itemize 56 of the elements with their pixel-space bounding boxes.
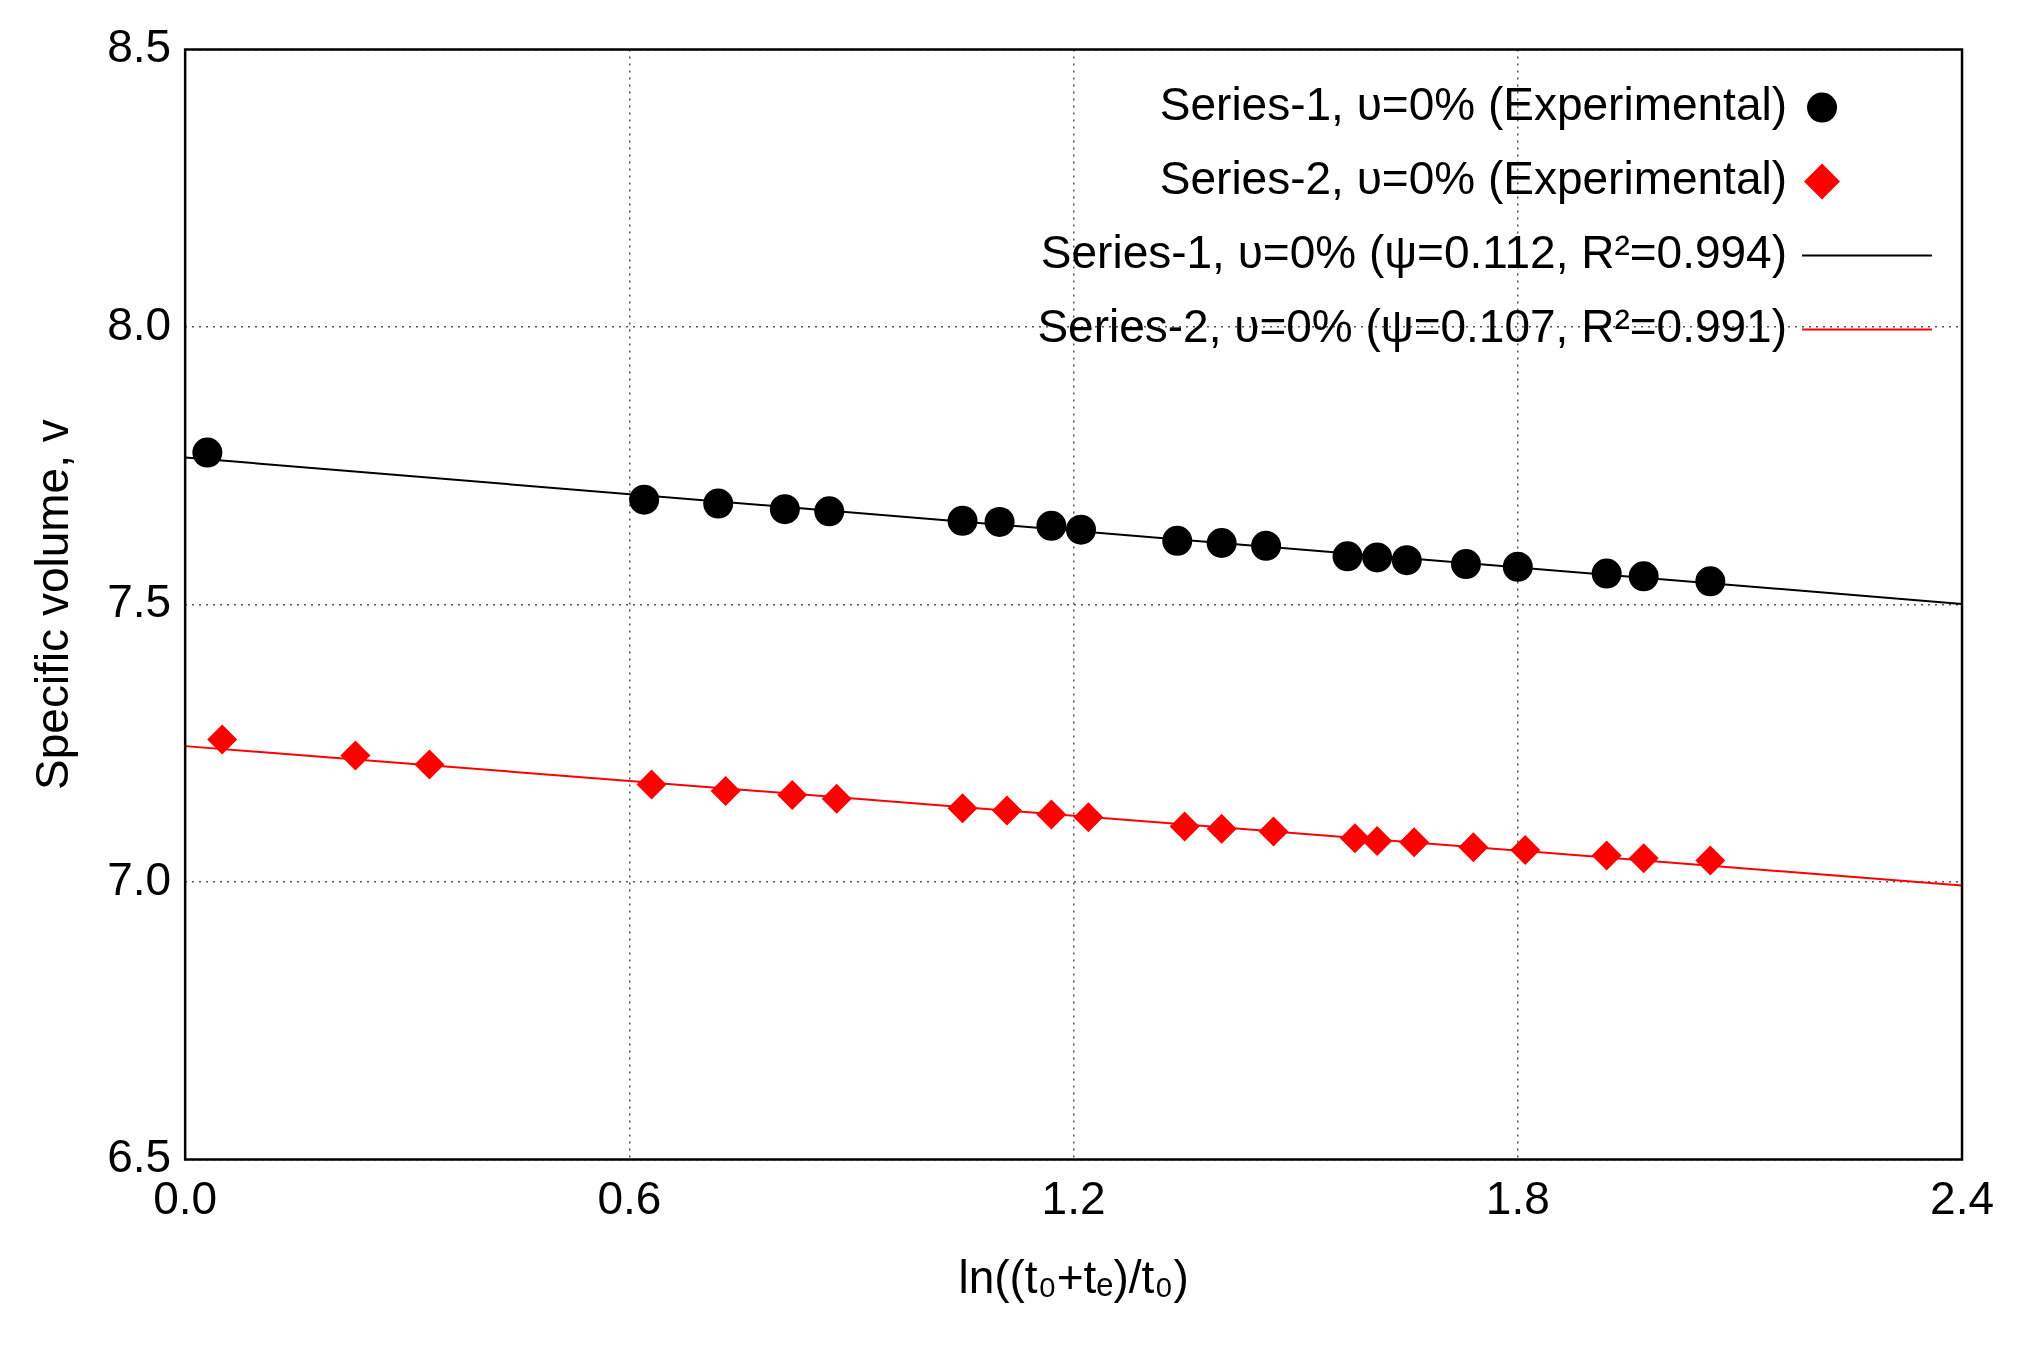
x-tick-label: 0.6 <box>597 1171 662 1224</box>
point <box>991 795 1022 826</box>
legend-label: Series-2, υ=0% (ψ=0.107, R²=0.991) <box>1037 300 1788 353</box>
point <box>821 783 852 814</box>
point <box>629 484 660 515</box>
point <box>1628 561 1659 592</box>
point <box>814 496 845 527</box>
point <box>1036 510 1067 541</box>
y-tick-label: 8.0 <box>107 297 172 350</box>
point <box>1399 827 1430 858</box>
legend-label: Series-1, υ=0% (ψ=0.112, R²=0.994) <box>1040 226 1788 279</box>
point <box>1450 549 1481 580</box>
y-axis-title: Specific volume, v <box>26 419 79 790</box>
point <box>1065 514 1096 545</box>
point <box>1339 823 1370 854</box>
point <box>207 724 238 755</box>
point <box>1695 566 1726 597</box>
point <box>1362 826 1393 857</box>
point <box>1206 528 1237 558</box>
point <box>1458 832 1489 863</box>
point <box>947 505 978 536</box>
point <box>703 488 734 519</box>
x-tick-label: 1.8 <box>1485 1171 1550 1224</box>
point <box>1391 545 1422 576</box>
point <box>1628 843 1659 874</box>
y-tick-label: 7.0 <box>107 852 172 905</box>
point <box>340 740 371 771</box>
y-tick-label: 8.5 <box>107 20 172 73</box>
point <box>1258 816 1289 847</box>
point <box>777 779 808 810</box>
legend-label: Series-2, υ=0% (Experimental) <box>1159 152 1788 205</box>
point <box>1591 840 1622 871</box>
y-tick-label: 7.5 <box>107 575 172 628</box>
point <box>414 749 445 780</box>
point <box>1510 834 1541 865</box>
point <box>984 506 1015 537</box>
legend-label: Series-1, υ=0% (Experimental) <box>1159 78 1788 131</box>
point <box>1073 802 1104 833</box>
point <box>769 494 800 525</box>
point <box>1362 542 1393 573</box>
point <box>710 776 741 807</box>
point <box>1036 799 1067 830</box>
point <box>1251 530 1282 561</box>
x-axis-title: ln((t₀+tₑ)/t₀) <box>958 1251 1189 1304</box>
point <box>1206 813 1237 844</box>
point <box>947 793 978 824</box>
point <box>1169 811 1200 842</box>
point <box>1162 525 1193 556</box>
point <box>1502 551 1533 582</box>
point <box>1332 541 1363 572</box>
point <box>636 769 667 800</box>
x-tick-label: 2.4 <box>1930 1171 1994 1224</box>
x-tick-label: 1.2 <box>1041 1171 1106 1224</box>
point <box>1591 558 1622 589</box>
point <box>1695 845 1726 876</box>
point <box>192 437 223 468</box>
